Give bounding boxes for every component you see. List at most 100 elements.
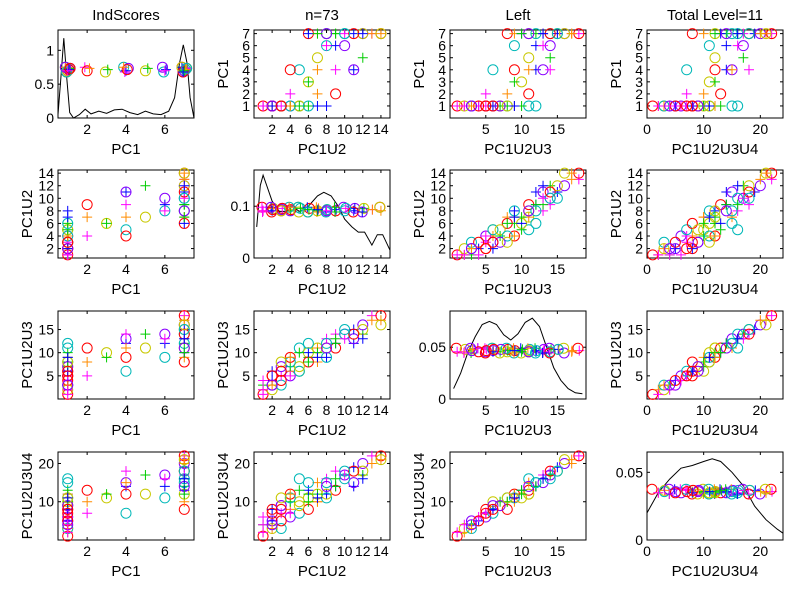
data-point-circle xyxy=(681,486,693,498)
y-tick-label: 0.05 xyxy=(419,339,446,355)
data-point-plus xyxy=(82,496,93,507)
x-tick-label: 10 xyxy=(337,402,353,418)
data-point-circle xyxy=(275,100,287,112)
data-point-circle xyxy=(551,28,563,40)
x-tick-label: 0 xyxy=(643,121,651,137)
data-point-plus xyxy=(659,243,669,254)
y-tick-label: 5 xyxy=(242,368,250,384)
y-tick-label: 2 xyxy=(438,241,446,257)
data-point-circle xyxy=(465,100,477,112)
x-tick-label: 8 xyxy=(323,261,331,277)
data-point-plus xyxy=(267,380,278,391)
axes-frame xyxy=(253,29,391,119)
y-tick-label: 2 xyxy=(242,86,250,102)
axes-frame xyxy=(253,169,391,259)
data-point-plus xyxy=(312,28,323,39)
data-point-plus xyxy=(312,88,323,99)
x-axis-label: PC1U2U3 xyxy=(484,422,552,439)
data-point-plus xyxy=(659,380,669,391)
data-point-circle xyxy=(275,361,287,373)
panel-r3-c4: 0 10 20 5 10 15 PC1U2U3U4 PC1U2U3 xyxy=(608,310,784,439)
data-point-plus xyxy=(681,88,692,99)
x-tick-label: 12 xyxy=(355,543,371,559)
y-tick-label: 1 xyxy=(242,98,250,114)
data-point-circle xyxy=(473,236,485,248)
data-point-circle xyxy=(465,342,477,354)
data-point-plus xyxy=(258,375,269,386)
data-point-plus xyxy=(258,389,269,400)
x-tick-label: 10 xyxy=(696,543,712,559)
data-point-plus xyxy=(704,352,715,363)
data-point-plus xyxy=(516,346,527,357)
data-point-plus xyxy=(530,187,541,197)
data-point-circle xyxy=(669,243,681,255)
data-point-circle xyxy=(62,473,74,485)
data-point-plus xyxy=(710,76,720,87)
data-point-circle xyxy=(480,345,492,357)
data-point-plus xyxy=(509,76,520,87)
data-point-circle xyxy=(157,61,169,73)
data-point-circle xyxy=(664,243,676,255)
data-point-plus xyxy=(159,333,170,344)
data-point-circle xyxy=(293,365,305,377)
y-tick-label: 5 xyxy=(242,50,250,66)
y-axis-label: PC1 xyxy=(411,59,428,88)
axes-frame xyxy=(253,310,391,400)
data-point-plus xyxy=(732,199,743,210)
data-point-plus xyxy=(62,224,73,235)
y-tick-label: 10 xyxy=(627,345,643,361)
data-point-circle xyxy=(302,337,314,349)
data-point-circle xyxy=(62,337,74,349)
data-point-circle xyxy=(530,477,542,489)
data-point-circle xyxy=(523,52,535,64)
data-point-circle xyxy=(681,100,693,112)
data-point-plus xyxy=(179,212,190,223)
data-point-circle xyxy=(488,343,500,355)
data-point-plus xyxy=(258,100,269,111)
data-point-circle xyxy=(495,343,507,355)
x-axis-label: PC1 xyxy=(111,422,140,439)
data-point-circle xyxy=(487,503,499,515)
x-tick-label: 20 xyxy=(753,261,769,277)
data-point-plus xyxy=(312,205,323,216)
y-tick-label: 10 xyxy=(38,345,54,361)
y-tick-label: 1 xyxy=(46,42,54,58)
data-point-circle xyxy=(339,28,351,40)
data-point-circle xyxy=(501,346,513,358)
data-point-circle xyxy=(766,310,778,322)
data-point-plus xyxy=(312,492,323,503)
x-tick-label: 5 xyxy=(482,261,490,277)
data-point-plus xyxy=(480,88,491,99)
x-axis-label: PC1U2 xyxy=(298,281,346,298)
y-tick-label: 12 xyxy=(38,178,54,194)
data-point-plus xyxy=(766,174,777,185)
data-point-circle xyxy=(340,202,352,214)
data-point-plus xyxy=(258,205,269,216)
data-point-plus xyxy=(704,212,715,223)
data-point-plus xyxy=(357,333,368,344)
data-point-circle xyxy=(573,450,585,462)
data-point-circle xyxy=(726,186,738,198)
data-point-circle xyxy=(726,488,738,500)
y-tick-label: 7 xyxy=(635,26,643,42)
x-tick-label: 10 xyxy=(696,402,712,418)
data-point-circle xyxy=(709,52,721,64)
x-tick-label: 6 xyxy=(161,261,169,277)
data-point-plus xyxy=(179,489,190,500)
data-point-circle xyxy=(494,236,506,248)
x-tick-label: 10 xyxy=(337,261,353,277)
y-tick-label: 14 xyxy=(627,165,643,181)
data-point-plus xyxy=(653,389,664,400)
x-tick-label: 4 xyxy=(122,402,130,418)
data-point-circle xyxy=(275,500,287,512)
data-point-plus xyxy=(698,28,709,39)
data-point-plus xyxy=(82,508,93,519)
data-point-circle xyxy=(530,100,542,112)
data-point-circle xyxy=(686,100,698,112)
panel-r1-c1: 2 4 6 0 0.5 1 PC1 xyxy=(35,29,195,158)
data-point-plus xyxy=(721,40,732,51)
data-point-circle xyxy=(494,224,506,236)
data-point-circle xyxy=(321,337,333,349)
y-tick-label: 6 xyxy=(438,215,446,231)
